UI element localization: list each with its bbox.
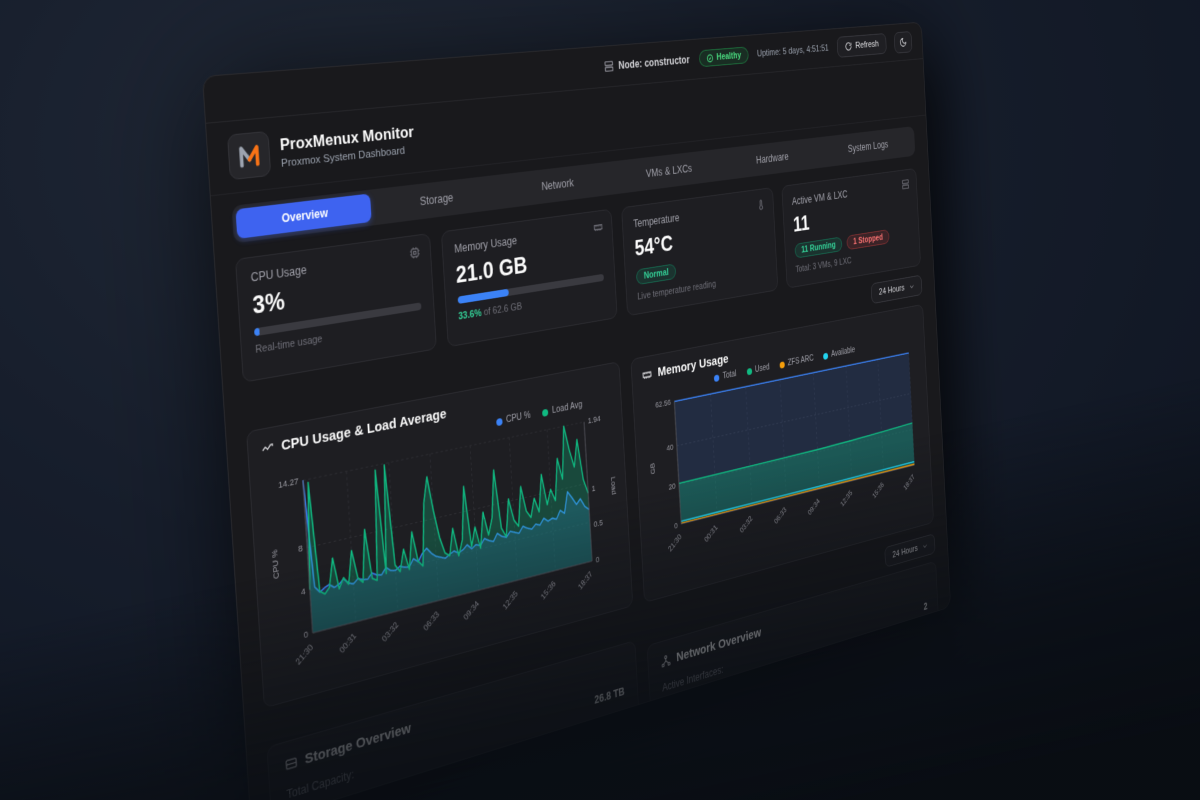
theme-toggle-button[interactable]	[893, 30, 913, 54]
svg-text:0: 0	[674, 521, 678, 531]
refresh-icon	[845, 41, 853, 51]
svg-text:03:32: 03:32	[738, 514, 753, 534]
storage-capacity-value: 26.8 TB	[594, 685, 625, 707]
health-label: Healthy	[716, 50, 742, 63]
vm-stopped-badge: 1 Stopped	[846, 229, 890, 251]
tab-hardware[interactable]: Hardware	[722, 140, 820, 176]
legend-dot-total	[714, 373, 720, 382]
legend-dot-available	[823, 352, 829, 360]
thermometer-icon	[756, 198, 766, 215]
activity-icon	[260, 440, 274, 457]
uptime-text: Uptime: 5 days, 4:51:51	[756, 43, 829, 60]
hard-drive-icon	[284, 755, 298, 773]
svg-text:12:35: 12:35	[839, 489, 853, 509]
network-icon	[660, 653, 671, 669]
cpu-card-caption: Real-time usage	[255, 333, 323, 356]
memory-progress-fill	[457, 288, 509, 305]
svg-text:21:30: 21:30	[667, 532, 683, 553]
app-title-block: ProxMenux Monitor Proxmox System Dashboa…	[279, 122, 415, 169]
svg-text:09:34: 09:34	[462, 599, 481, 622]
svg-text:15:36: 15:36	[871, 481, 885, 500]
legend-dot-used	[746, 367, 752, 376]
network-divider	[663, 620, 929, 706]
svg-text:21:30: 21:30	[294, 642, 315, 666]
legend-dot-green	[542, 408, 549, 417]
memory-chart-icon	[642, 367, 653, 382]
svg-text:00:31: 00:31	[338, 631, 358, 655]
svg-text:62.56: 62.56	[655, 398, 671, 410]
svg-text:00:31: 00:31	[703, 523, 719, 544]
svg-text:09:34: 09:34	[806, 497, 821, 517]
cpu-progress-fill	[254, 327, 260, 337]
svg-text:03:32: 03:32	[380, 620, 400, 643]
svg-text:12:35: 12:35	[501, 589, 519, 611]
svg-text:40: 40	[666, 442, 673, 452]
health-status-badge: Healthy	[698, 46, 749, 68]
svg-text:0.5: 0.5	[593, 518, 603, 529]
proxmenux-m-icon	[236, 140, 263, 170]
svg-text:06:33: 06:33	[773, 505, 788, 525]
vm-running-badge: 11 Running	[794, 236, 843, 259]
tab-network[interactable]: Network	[499, 165, 614, 205]
svg-text:20: 20	[668, 481, 675, 491]
active-interfaces-label: Active Interfaces:	[661, 663, 724, 695]
tab-vms-lxcs[interactable]: VMs & LXCs	[615, 152, 721, 190]
memory-caption-rest: of 62.6 GB	[481, 301, 523, 319]
cpu-chip-icon	[408, 246, 420, 265]
app-logo	[227, 130, 272, 181]
svg-text:8: 8	[298, 543, 303, 554]
svg-text:GB: GB	[649, 462, 657, 475]
check-circle-icon	[706, 53, 714, 63]
servers-icon	[901, 178, 910, 194]
temperature-status-badge: Normal	[635, 263, 677, 286]
time-range-label-2: 24 Hours	[892, 543, 918, 561]
svg-text:14.27: 14.27	[278, 476, 299, 490]
node-indicator: Node: constructor	[603, 54, 690, 73]
node-label: Node: constructor	[618, 53, 690, 72]
time-range-label: 24 Hours	[878, 283, 905, 298]
interface-badge: vmbr0	[663, 702, 705, 733]
tab-overview[interactable]: Overview	[235, 193, 372, 239]
svg-text:15:36: 15:36	[539, 579, 557, 601]
memory-pct-highlight: 33.6%	[458, 307, 482, 323]
svg-text:1: 1	[591, 483, 595, 493]
svg-text:Load: Load	[609, 476, 617, 495]
svg-text:18:37: 18:37	[902, 473, 916, 492]
svg-text:18:37: 18:37	[577, 570, 594, 592]
storage-disks-value: 7 disks	[596, 709, 627, 732]
active-interfaces-value: 2	[923, 600, 928, 613]
moon-icon	[899, 37, 907, 48]
svg-text:CPU %: CPU %	[270, 549, 281, 580]
server-icon	[603, 60, 614, 73]
chevron-down-icon	[909, 282, 915, 291]
svg-text:4: 4	[301, 586, 306, 597]
refresh-button[interactable]: Refresh	[836, 33, 887, 58]
svg-text:0: 0	[595, 555, 599, 565]
tab-storage[interactable]: Storage	[373, 179, 498, 222]
legend-dot-blue	[495, 417, 503, 426]
svg-text:0: 0	[303, 629, 308, 640]
tab-system-logs[interactable]: System Logs	[822, 130, 913, 165]
chevron-down-icon-2	[922, 542, 928, 551]
memory-stick-icon	[593, 220, 604, 238]
memory-chart: 0 20 40 62.56 21:30 00:31 03:32 06:33 09:34 12:35…	[649, 343, 924, 553]
storage-capacity-label: Total Capacity:	[286, 767, 355, 800]
svg-text:1.94: 1.94	[588, 414, 601, 426]
refresh-label: Refresh	[855, 39, 880, 51]
dashboard-window: Node: constructor Healthy Uptime: 5 days…	[202, 21, 951, 800]
svg-text:06:33: 06:33	[422, 609, 441, 632]
legend-dot-zfs	[779, 360, 785, 369]
